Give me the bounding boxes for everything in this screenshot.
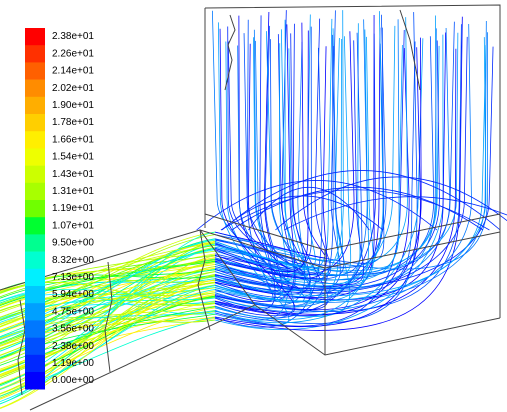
legend-swatch [25,148,45,166]
legend-label: 2.38e+00 [52,341,94,352]
legend-label: 7.13e+00 [52,272,94,283]
legend-swatch [25,217,45,235]
legend-swatch [25,114,45,132]
legend-swatch [25,166,45,184]
legend-swatch [25,252,45,270]
legend-label: 1.78e+01 [52,117,94,128]
legend-label: 1.19e+01 [52,203,94,214]
legend-swatch [25,286,45,304]
legend-label: 1.07e+01 [52,220,94,231]
streamline [215,28,380,287]
legend-swatch [25,303,45,321]
legend-label: 2.02e+01 [52,83,94,94]
legend-swatch [25,183,45,201]
legend-swatch [25,62,45,80]
legend-label: 8.32e+00 [52,255,94,266]
legend-swatch [25,355,45,373]
legend-swatch [25,45,45,63]
legend-label: 2.14e+01 [52,66,94,77]
legend-label: 5.94e+00 [52,289,94,300]
legend-label: 0.00e+00 [52,375,94,386]
legend-swatch [25,269,45,287]
legend-label: 4.75e+00 [52,306,94,317]
legend-swatch [25,320,45,338]
legend-label: 2.38e+01 [52,31,94,42]
cfd-view: 2.38e+01 2.26e+01 2.14e+01 2.02e+01 1.90e+01… [0,0,507,412]
streamline [275,177,507,230]
legend-label: 1.90e+01 [52,100,94,111]
legend-swatch [25,200,45,218]
legend-label: 1.43e+01 [52,169,94,180]
legend-swatch [25,372,45,390]
legend-label: 1.31e+01 [52,186,94,197]
legend-swatch [25,80,45,98]
legend-label: 1.54e+01 [52,152,94,163]
legend-label: 1.19e+00 [52,358,94,369]
legend-swatch [25,97,45,115]
legend-swatch [25,338,45,356]
legend-swatch [25,131,45,149]
legend-swatch [25,28,45,46]
legend-label: 1.66e+01 [52,134,94,145]
legend-label: 2.26e+01 [52,48,94,59]
legend-label: 3.56e+00 [52,324,94,335]
legend-label: 9.50e+00 [52,238,94,249]
legend-swatch [25,234,45,252]
